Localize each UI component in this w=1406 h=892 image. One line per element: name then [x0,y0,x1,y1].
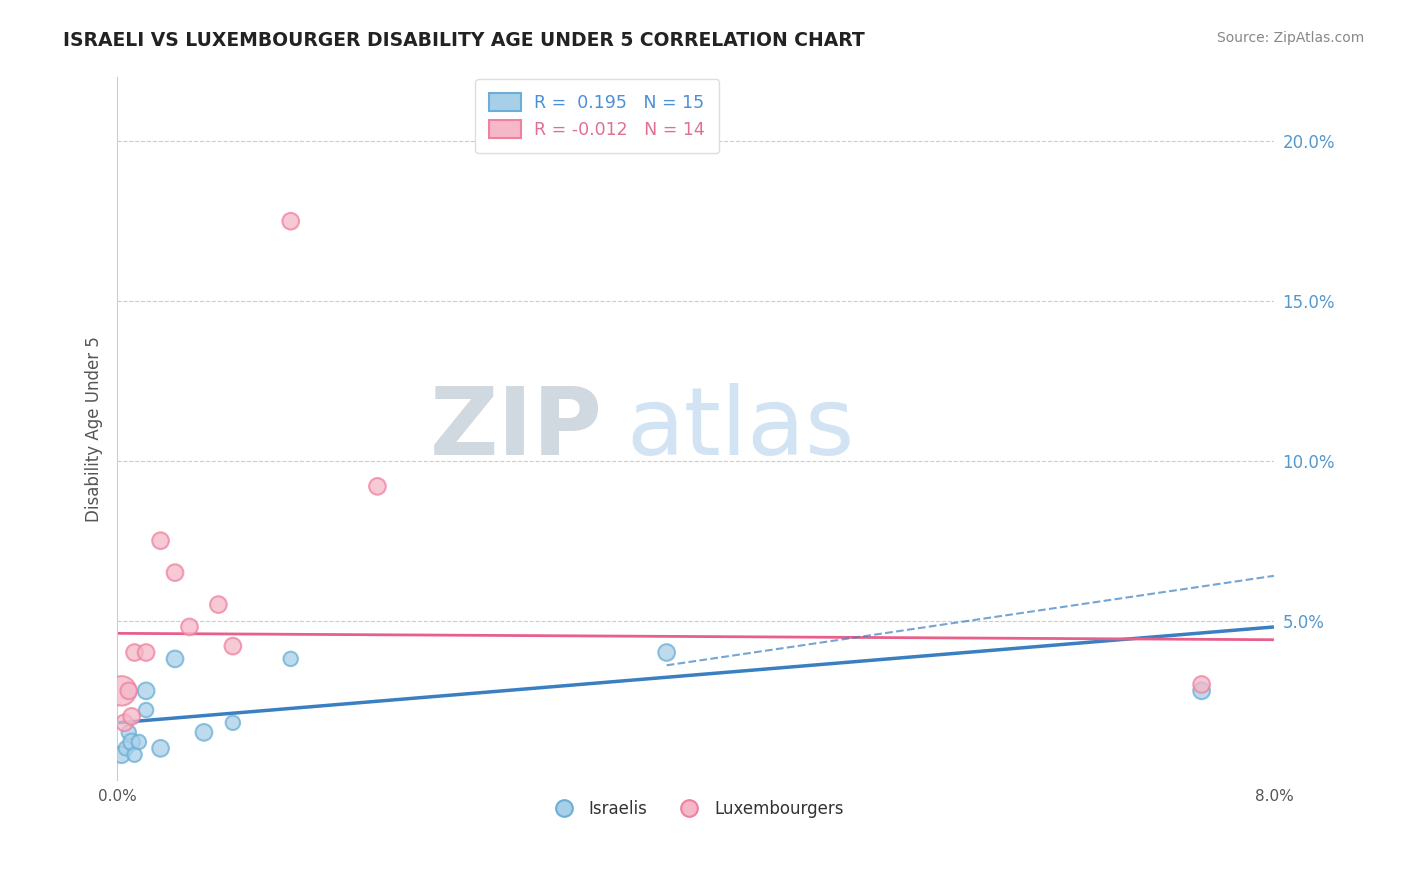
Point [366,479,388,493]
Point [207,598,229,612]
Point [1191,683,1213,698]
Point [118,725,141,739]
Point [118,683,141,698]
Point [149,533,172,548]
Point [1191,677,1213,691]
Legend: Israelis, Luxembourgers: Israelis, Luxembourgers [540,793,851,825]
Point [135,683,157,698]
Point [222,639,245,653]
Text: ZIP: ZIP [430,383,603,475]
Point [179,620,201,634]
Point [110,683,132,698]
Text: Source: ZipAtlas.com: Source: ZipAtlas.com [1216,31,1364,45]
Point [124,646,146,660]
Y-axis label: Disability Age Under 5: Disability Age Under 5 [86,336,103,522]
Text: atlas: atlas [626,383,855,475]
Point [163,566,186,580]
Point [124,747,146,762]
Point [121,709,143,723]
Point [163,652,186,666]
Point [280,214,302,228]
Text: ISRAELI VS LUXEMBOURGER DISABILITY AGE UNDER 5 CORRELATION CHART: ISRAELI VS LUXEMBOURGER DISABILITY AGE U… [63,31,865,50]
Point [135,703,157,717]
Point [222,715,245,730]
Point [115,741,138,756]
Point [121,735,143,749]
Point [110,747,132,762]
Point [655,646,678,660]
Point [135,646,157,660]
Point [149,741,172,756]
Point [112,715,135,730]
Point [128,735,150,749]
Point [280,652,302,666]
Point [193,725,215,739]
